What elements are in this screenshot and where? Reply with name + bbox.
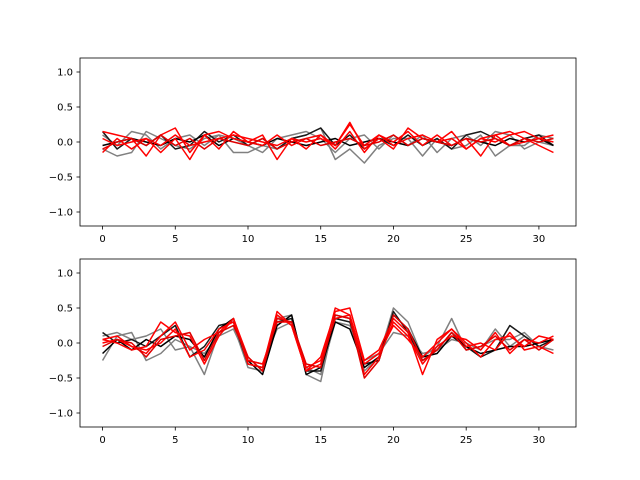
series-line-3 <box>101 127 554 150</box>
x-tick-label: 15 <box>314 435 327 446</box>
x-tick-label: 20 <box>387 234 400 245</box>
x-tick-label: 25 <box>460 234 473 245</box>
y-tick-label: 1.0 <box>57 68 73 79</box>
x-tick-label: 20 <box>387 435 400 446</box>
y-tick-label: 0.5 <box>57 304 73 315</box>
x-tick-label: 5 <box>172 435 178 446</box>
series-line-8 <box>102 134 554 150</box>
series-line-8 <box>102 314 554 379</box>
x-tick-label: 30 <box>533 234 546 245</box>
x-tick-label: 10 <box>242 234 255 245</box>
x-tick-label: 0 <box>99 435 105 446</box>
top-plot-panel: 0 5 10 15 20 25 30 1.0 0.5 0.0 −0.5 −1.0 <box>49 57 577 245</box>
bottom-plot-panel: 0 5 10 15 20 25 30 1.0 0.5 0.0 −0.5 −1.0 <box>49 258 577 446</box>
x-tick-label: 10 <box>242 435 255 446</box>
y-tick-label: −0.5 <box>49 374 73 385</box>
series-line-6 <box>102 307 554 376</box>
y-tick-label: 0.0 <box>57 138 73 149</box>
series-line-4 <box>102 314 554 376</box>
y-tick-label: −1.0 <box>49 409 73 420</box>
y-tick-label: −0.5 <box>49 173 73 184</box>
x-tick-label: 30 <box>533 435 546 446</box>
x-tick-label: 5 <box>172 234 178 245</box>
y-tick-label: 1.0 <box>57 269 73 280</box>
y-tick-label: −1.0 <box>49 208 73 219</box>
series-line-2 <box>102 130 554 154</box>
x-tick-label: 15 <box>314 234 327 245</box>
x-tick-label: 0 <box>99 234 105 245</box>
x-tick-label: 25 <box>460 435 473 446</box>
y-tick-label: 0.5 <box>57 103 73 114</box>
y-tick-label: 0.0 <box>57 339 73 350</box>
series-line-7 <box>102 123 554 150</box>
